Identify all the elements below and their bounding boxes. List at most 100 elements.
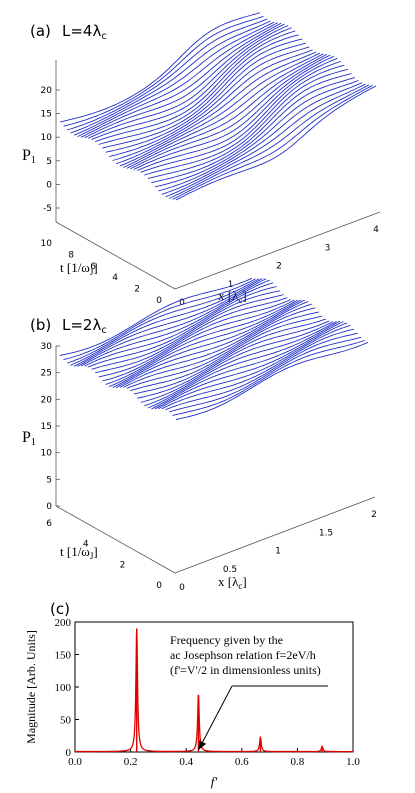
surface-line xyxy=(154,76,356,188)
z-tick-label: 20 xyxy=(41,395,53,405)
surface-line xyxy=(91,27,292,141)
y-tick-label: 0 xyxy=(66,747,72,759)
t-tick-label: 4 xyxy=(83,540,89,550)
surface-line xyxy=(59,12,261,123)
x-tick-label: 2 xyxy=(371,510,377,520)
surface-line xyxy=(98,34,299,145)
x-tick-label: 1 xyxy=(228,280,234,290)
panel-a-x-ticks: 0 1 2 3 4 xyxy=(179,225,379,308)
x-tick-label: 3 xyxy=(325,243,331,253)
surface-line xyxy=(98,299,291,378)
surface-line xyxy=(87,25,289,139)
panel-b-x-axis xyxy=(174,496,376,574)
panel-b-t-ticks: 6 4 2 0 xyxy=(46,519,162,591)
panel-a-x-axis xyxy=(174,211,381,290)
surface-line xyxy=(91,294,284,370)
surface-line xyxy=(115,301,309,389)
panel-a-surface xyxy=(59,12,377,201)
surface-line xyxy=(140,321,334,403)
annotation-arrow xyxy=(197,685,233,751)
t-tick-label: 8 xyxy=(68,250,74,260)
surface-line xyxy=(105,42,306,153)
surface-line xyxy=(126,311,319,389)
surface-line xyxy=(95,30,296,143)
surface-line xyxy=(70,20,271,134)
z-tick-label: 5 xyxy=(46,157,52,167)
t-tick-label: 0 xyxy=(156,581,162,591)
surface-line xyxy=(80,22,282,138)
panel-c: (c) 0 50 100 150 200 0.0 0.2 0.4 0.6 0.8 1.0 Magn… xyxy=(24,600,360,789)
surface-line xyxy=(63,278,256,361)
y-tick-label: 200 xyxy=(55,617,72,629)
surface-line xyxy=(175,85,377,201)
surface-line xyxy=(130,54,331,170)
y-tick-label: 100 xyxy=(55,682,72,694)
panel-b-x-ticks: 0 0.5 1 1.5 2 xyxy=(179,510,377,593)
surface-line xyxy=(112,49,313,161)
x-ticks: 0.0 0.2 0.4 0.6 0.8 1.0 xyxy=(68,748,360,768)
peak-markers xyxy=(136,628,323,752)
t-tick-label: 6 xyxy=(46,519,52,529)
y-axis-label: Magnitude [Arb. Units] xyxy=(24,630,38,744)
z-tick-label: 10 xyxy=(41,133,53,143)
surface-line xyxy=(133,55,334,170)
surface-line xyxy=(144,64,345,176)
z-tick-label: 20 xyxy=(41,86,53,96)
z-tick-label: 0 xyxy=(46,180,52,190)
x-tick-label: 0.4 xyxy=(179,756,193,768)
surface-line xyxy=(84,286,277,367)
surface-line xyxy=(119,303,312,388)
x-tick-label: 0.8 xyxy=(291,756,305,768)
panel-a-t-axis xyxy=(55,221,176,290)
panel-b-t-axis xyxy=(55,505,176,574)
x-axis-label: f' xyxy=(211,774,218,789)
x-tick-label: 2 xyxy=(276,262,282,272)
surface-line xyxy=(116,51,317,165)
t-tick-label: 4 xyxy=(112,273,118,283)
panel-a-label: (a) xyxy=(30,22,51,40)
panel-b-t-label: t [1/ωJ] xyxy=(60,544,98,561)
panel-a-t-label: t [1/ωJ] xyxy=(60,260,98,277)
x-tick-label: 0.2 xyxy=(124,756,138,768)
surface-line xyxy=(137,320,330,399)
surface-line xyxy=(175,341,369,420)
surface-line xyxy=(133,318,326,395)
series-line xyxy=(74,628,353,753)
x-tick-label: 0 xyxy=(179,583,185,593)
z-tick-label: 15 xyxy=(41,422,52,432)
surface-line xyxy=(165,83,366,198)
surface-line xyxy=(154,322,348,410)
panel-b-x-label: x [λc] xyxy=(218,574,247,591)
panel-a-t-ticks: 10 8 6 4 2 0 xyxy=(41,239,163,306)
surface-line xyxy=(87,290,281,368)
surface-line xyxy=(105,299,298,385)
surface-line xyxy=(126,53,328,169)
x-tick-label: 1.0 xyxy=(346,756,360,768)
surface-line xyxy=(77,279,270,367)
y-ticks: 0 50 100 150 200 xyxy=(55,617,79,759)
surface-line xyxy=(161,328,354,410)
surface-line xyxy=(70,278,263,366)
panel-c-label: (c) xyxy=(50,600,70,618)
surface-line xyxy=(102,38,303,149)
panel-b-surface xyxy=(59,277,369,420)
surface-line xyxy=(151,73,352,184)
surface-line xyxy=(84,23,285,139)
panel-a-title: L=4λc xyxy=(62,22,107,42)
surface-line xyxy=(137,57,338,171)
panel-b-title: L=2λc xyxy=(62,316,107,336)
surface-line xyxy=(130,315,323,392)
annotation-line-2: ac Josephson relation f=2eV/h xyxy=(170,648,316,662)
z-tick-label: 0 xyxy=(46,502,52,512)
x-tick-label: 1.5 xyxy=(319,528,333,538)
surface-line xyxy=(147,320,341,409)
x-tick-label: 0 xyxy=(179,298,185,308)
annotation-line-3: (f'=V'/2 in dimensionless units) xyxy=(170,663,321,677)
z-tick-label: 10 xyxy=(41,449,53,459)
surface-line xyxy=(80,282,274,367)
t-tick-label: 2 xyxy=(120,560,126,570)
surface-line xyxy=(95,297,288,374)
x-tick-label: 0.5 xyxy=(223,565,237,575)
